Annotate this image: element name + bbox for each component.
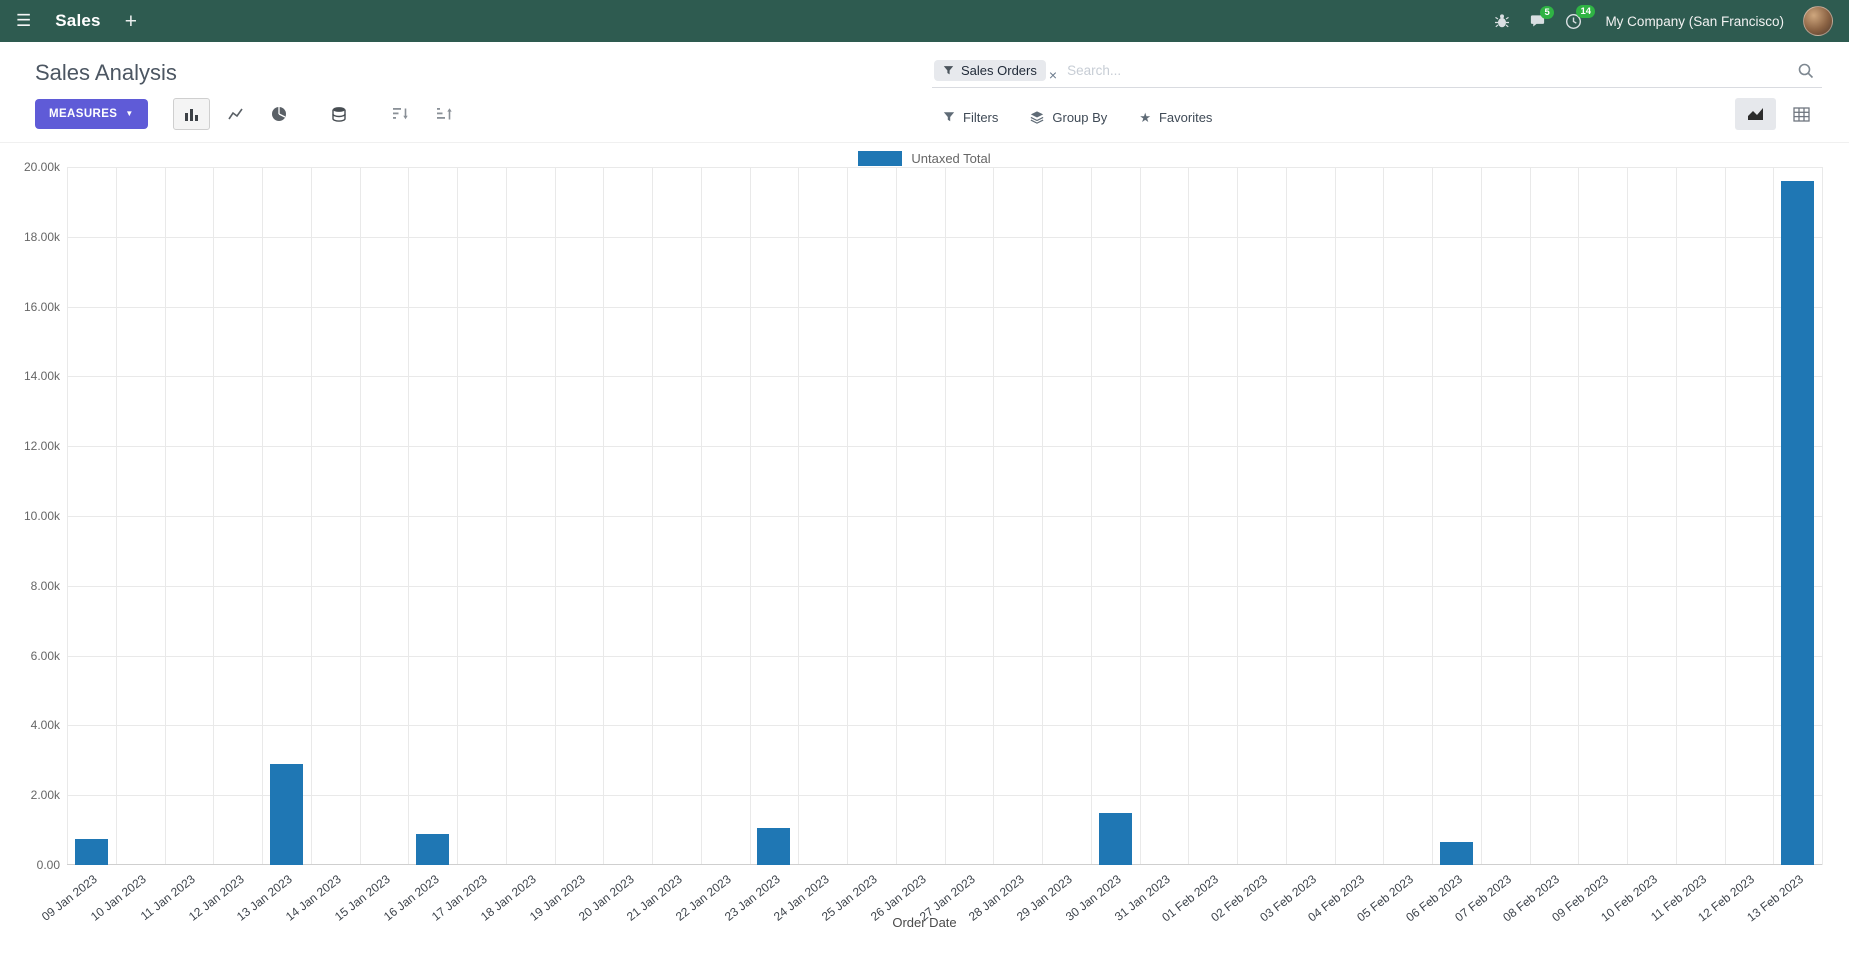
bar-30 Jan 2023[interactable] <box>1098 812 1132 865</box>
y-tick-label: 4.00k <box>30 718 60 733</box>
bar-chart-icon <box>184 109 198 121</box>
activities-badge: 14 <box>1576 4 1596 19</box>
pivot-view-button[interactable] <box>1781 98 1822 130</box>
group-by-label: Group By <box>1052 109 1108 125</box>
bar-16 Jan 2023[interactable] <box>416 833 450 865</box>
measures-label: MEASURES <box>49 108 118 120</box>
gridline-horizontal <box>67 795 1822 797</box>
plot-area[interactable] <box>67 167 1823 865</box>
user-avatar[interactable] <box>1803 6 1833 36</box>
search-icon[interactable] <box>1798 63 1814 79</box>
page-title: Sales Analysis <box>35 60 177 85</box>
debug-bug-icon[interactable] <box>1494 13 1510 29</box>
navbar-right: 5 14 My Company (San Francisco) <box>1494 4 1833 36</box>
favorites-button[interactable]: ★ Favorites <box>1139 110 1212 125</box>
y-tick-label: 2.00k <box>30 788 60 803</box>
search-input[interactable] <box>1057 59 1798 82</box>
line-chart-icon <box>228 108 243 120</box>
control-panel: Sales Analysis Sales Orders × MEASURES <box>0 42 1849 143</box>
favorites-label: Favorites <box>1158 109 1213 125</box>
y-tick-label: 8.00k <box>30 578 60 593</box>
y-tick-label: 0.00 <box>36 858 60 872</box>
messages-icon[interactable]: 5 <box>1529 5 1554 29</box>
bar-13 Feb 2023[interactable] <box>1781 180 1815 865</box>
gridline-horizontal <box>67 864 1822 865</box>
legend-label: Untaxed Total <box>911 151 991 166</box>
graph-view-icon <box>1747 108 1763 120</box>
gridline-horizontal <box>67 236 1822 238</box>
search-facet-label: Sales Orders <box>961 63 1037 78</box>
y-tick-label: 20.00k <box>23 160 60 174</box>
search-facet-sales-orders[interactable]: Sales Orders <box>934 60 1046 81</box>
navbar-left: ☰ Sales + <box>16 11 137 32</box>
line-chart-button[interactable] <box>217 98 254 130</box>
filters-label: Filters <box>963 109 999 125</box>
bar-chart-button[interactable] <box>172 98 210 130</box>
gridline-horizontal <box>67 585 1822 587</box>
funnel-icon <box>943 65 954 76</box>
bar-09 Jan 2023[interactable] <box>74 838 108 865</box>
gridline-horizontal <box>67 167 1822 168</box>
search-bar[interactable]: Sales Orders × <box>932 58 1822 88</box>
chevron-down-icon: ▼ <box>125 109 134 118</box>
y-axis-labels: 0.00 2.00k 4.00k 6.00k 8.00k 10.00k 12.00k 14.0… <box>0 160 62 872</box>
stacked-toggle-button[interactable] <box>321 98 358 130</box>
funnel-icon <box>943 111 955 123</box>
gridline-horizontal <box>67 655 1822 657</box>
star-icon: ★ <box>1139 109 1151 125</box>
bar-13 Jan 2023[interactable] <box>269 763 303 865</box>
plus-icon[interactable]: + <box>124 9 137 33</box>
gridline-horizontal <box>67 376 1822 378</box>
y-tick-label: 12.00k <box>23 439 60 454</box>
group-by-button[interactable]: Group By <box>1030 110 1107 125</box>
y-tick-label: 18.00k <box>23 229 60 244</box>
x-axis-title: Order Date <box>892 915 957 930</box>
view-switcher <box>1735 98 1822 130</box>
layers-icon <box>1030 110 1044 124</box>
sort-descending-button[interactable] <box>383 98 420 130</box>
search-options: Filters Group By ★ Favorites <box>943 92 1212 142</box>
legend-swatch <box>858 151 903 166</box>
chart-legend[interactable]: Untaxed Total <box>0 151 1849 166</box>
gridline-horizontal <box>67 446 1822 448</box>
graph-view-button[interactable] <box>1735 98 1776 130</box>
y-tick-label: 16.00k <box>23 299 60 314</box>
gridline-horizontal <box>67 516 1822 517</box>
pie-chart-icon <box>272 107 287 121</box>
facet-close-icon[interactable]: × <box>1048 67 1058 83</box>
pie-chart-button[interactable] <box>261 98 298 130</box>
filters-button[interactable]: Filters <box>943 110 998 125</box>
apps-menu-icon[interactable]: ☰ <box>16 11 32 30</box>
bar-06 Feb 2023[interactable] <box>1439 842 1473 865</box>
activities-clock-icon[interactable]: 14 <box>1565 4 1596 30</box>
gridline-horizontal <box>67 306 1822 308</box>
top-navbar: ☰ Sales + 5 14 My Company (San Francisco… <box>0 0 1849 42</box>
chart-area: Untaxed Total 0.00 2.00k 4.00k 6.00k 8.00k 10… <box>0 143 1849 937</box>
measures-button[interactable]: MEASURES ▼ <box>35 99 148 129</box>
bar-23 Jan 2023[interactable] <box>757 828 791 865</box>
y-tick-label: 10.00k <box>23 509 60 523</box>
gridline-vertical <box>1822 167 1823 865</box>
pivot-view-icon <box>1793 106 1810 122</box>
gridline-horizontal <box>67 725 1822 727</box>
y-tick-label: 14.00k <box>23 369 60 384</box>
stacked-database-icon <box>332 106 346 122</box>
app-name[interactable]: Sales <box>55 11 101 30</box>
sort-ascending-icon <box>437 108 452 120</box>
company-switcher[interactable]: My Company (San Francisco) <box>1605 13 1784 29</box>
sort-ascending-button[interactable] <box>427 98 464 130</box>
sort-descending-icon <box>393 108 408 120</box>
y-tick-label: 6.00k <box>30 648 60 663</box>
messages-badge: 5 <box>1540 5 1554 20</box>
